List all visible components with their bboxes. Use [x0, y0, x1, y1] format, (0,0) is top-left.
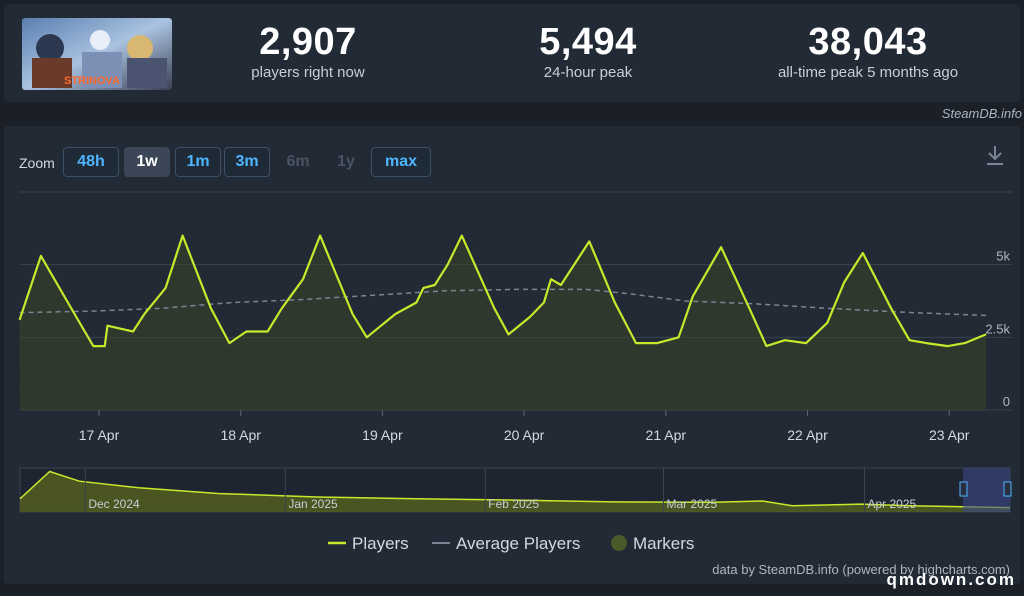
zoom-3m-button[interactable]: 3m — [224, 147, 270, 177]
steamdb-credit-top[interactable]: SteamDB.info — [941, 106, 1022, 121]
day-peak-value: 5,494 — [539, 21, 637, 63]
zoom-1y-button: 1y — [337, 153, 355, 170]
watermark-text: qmdown.com — [886, 570, 1016, 589]
navigator-selection[interactable] — [963, 468, 1010, 512]
all-time-peak-stat: 38,043 all-time peak 5 months ago — [738, 22, 998, 81]
zoom-1m-button[interactable]: 1m — [175, 147, 221, 177]
x-tick-label: 21 Apr — [646, 427, 687, 443]
players-line — [18, 234, 987, 348]
x-tick-label: 19 Apr — [362, 427, 403, 443]
x-tick-label: 23 Apr — [929, 427, 970, 443]
zoom-label: Zoom — [19, 155, 55, 171]
game-banner-image[interactable]: STRINOVA — [22, 18, 172, 90]
zoom-48h-button[interactable]: 48h — [63, 147, 119, 177]
navigator-handle[interactable] — [1003, 481, 1012, 497]
legend-markers-label[interactable]: Markers — [633, 534, 694, 553]
navigator-label: Feb 2025 — [488, 497, 539, 511]
zoom-6m-button: 6m — [286, 153, 310, 170]
zoom-max-button[interactable]: max — [371, 147, 431, 177]
navigator-label: Mar 2025 — [667, 497, 718, 511]
stats-panel: STRINOVA 2,907 players right now 5,494 2… — [4, 4, 1020, 102]
average-players-line — [19, 288, 987, 317]
y-tick-label: 5k — [996, 249, 1010, 264]
day-peak-label: 24-hour peak — [543, 64, 633, 81]
legend-players-label[interactable]: Players — [352, 534, 409, 553]
day-peak-stat: 5,494 24-hour peak — [458, 22, 718, 81]
navigator-label: Jan 2025 — [288, 497, 338, 511]
navigator-label: Apr 2025 — [867, 497, 916, 511]
players-area — [19, 235, 987, 410]
x-tick-label: 17 Apr — [79, 427, 120, 443]
zoom-1w-button[interactable]: 1w — [124, 147, 170, 177]
svg-text:STRINOVA: STRINOVA — [64, 75, 120, 87]
all-time-peak-value: 38,043 — [808, 21, 928, 63]
y-tick-label: 0 — [1003, 394, 1010, 409]
navigator-line — [19, 470, 1011, 509]
x-tick-label: 18 Apr — [220, 427, 261, 443]
current-players-value: 2,907 — [259, 21, 357, 63]
legend-average-label[interactable]: Average Players — [456, 534, 580, 553]
legend-markers-swatch — [611, 535, 627, 551]
highcharts-credit[interactable]: data by SteamDB.info (powered by highcha… — [712, 562, 1010, 577]
download-icon[interactable] — [983, 143, 1007, 167]
navigator-label: Dec 2024 — [88, 497, 140, 511]
all-time-peak-label: all-time peak 5 months ago — [777, 64, 959, 81]
navigator-handle[interactable] — [959, 481, 968, 497]
x-tick-label: 22 Apr — [787, 427, 828, 443]
x-tick-label: 20 Apr — [504, 427, 545, 443]
y-tick-label: 2.5k — [985, 321, 1010, 336]
current-players-label: players right now — [251, 64, 365, 81]
current-players-stat: 2,907 players right now — [178, 22, 438, 81]
navigator-area — [20, 471, 1010, 512]
